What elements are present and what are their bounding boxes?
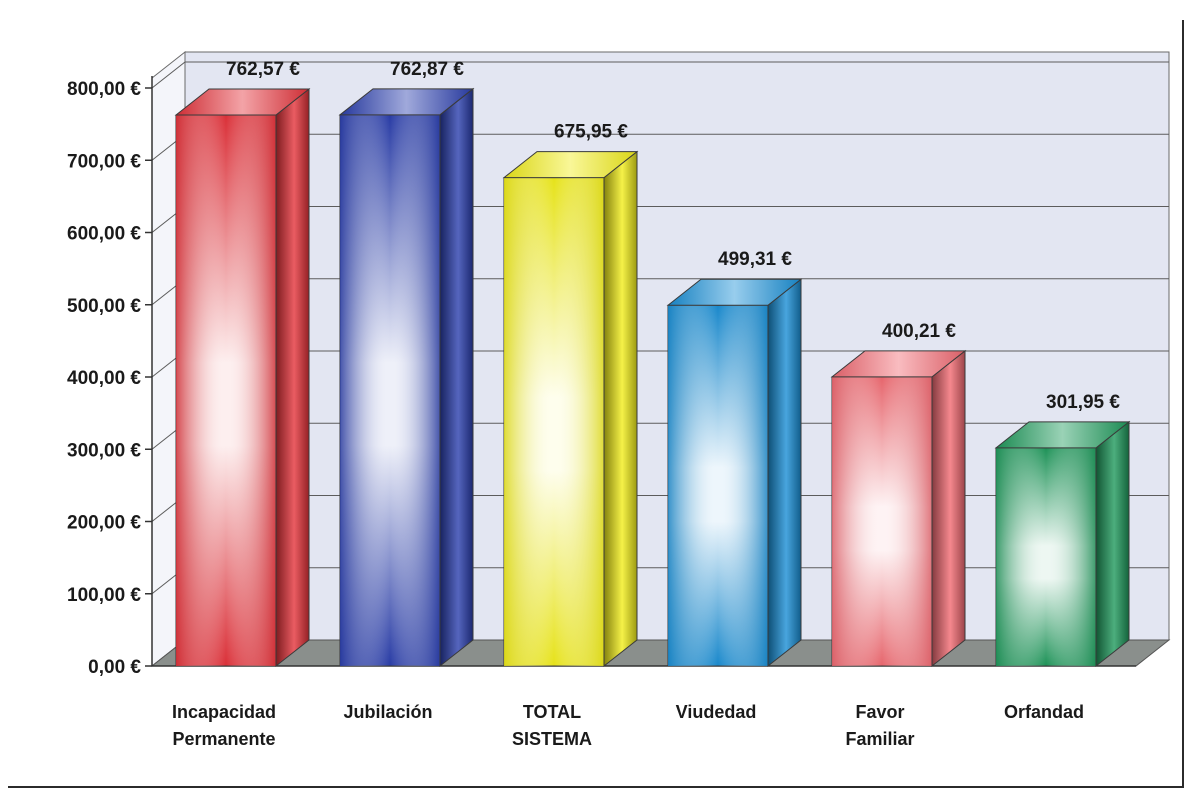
data-label: 499,31 € <box>718 249 792 270</box>
x-category-label: Jubilación <box>343 702 432 722</box>
bar-front-shade <box>832 376 932 666</box>
bar-top <box>994 421 1131 449</box>
bar-top <box>338 88 475 116</box>
bar-side <box>767 278 802 668</box>
y-tick-label: 200,00 € <box>67 513 141 534</box>
bar <box>338 87 475 668</box>
bar-side <box>931 349 966 668</box>
data-label: 400,21 € <box>882 321 956 342</box>
x-axis-labels: Incapacidad Permanente Jubilación TOTAL SIST… <box>172 702 1084 749</box>
bar <box>666 278 803 668</box>
bar <box>174 88 311 668</box>
bar-front-shade <box>668 305 768 666</box>
bar <box>830 349 967 668</box>
bar-front-shade <box>340 114 440 667</box>
bar-front-shade <box>504 177 604 666</box>
x-category-label: Viudedad <box>676 702 757 722</box>
data-labels: 762,57 € 762,87 € 675,95 € 499,31 € 400,21 €… <box>226 59 1120 413</box>
bar-side <box>603 150 638 668</box>
bar-front-shade <box>996 447 1096 666</box>
x-category-label: TOTAL SISTEMA <box>512 702 592 749</box>
y-tick-label: 0,00 € <box>88 657 141 678</box>
data-label: 675,95 € <box>554 122 628 143</box>
bar-top <box>666 278 803 306</box>
data-label: 301,95 € <box>1046 392 1120 413</box>
bar <box>502 150 639 668</box>
data-label: 762,87 € <box>390 59 464 80</box>
y-tick-label: 400,00 € <box>67 368 141 389</box>
bars <box>174 87 1131 668</box>
gridline <box>151 61 1169 89</box>
bar-top <box>174 88 311 116</box>
y-tick-label: 700,00 € <box>67 151 141 172</box>
bar <box>994 420 1131 668</box>
bar-chart: 0,00 € 100,00 € 200,00 € 300,00 € 400,00 € 50… <box>67 50 1171 749</box>
y-tick-label: 300,00 € <box>67 440 141 461</box>
bar-side <box>1095 420 1130 668</box>
data-label: 762,57 € <box>226 59 300 80</box>
bar-top <box>830 350 967 378</box>
y-tick-label: 800,00 € <box>67 79 141 100</box>
chart-frame: 0,00 € 100,00 € 200,00 € 300,00 € 400,00 € 50… <box>8 20 1184 788</box>
bar-side <box>439 87 474 668</box>
y-tick-label: 600,00 € <box>67 224 141 245</box>
bar-front-shade <box>176 115 276 667</box>
y-tick-label: 500,00 € <box>67 296 141 317</box>
bar-side <box>275 88 310 668</box>
x-category-label: Orfandad <box>1004 702 1084 722</box>
y-axis: 0,00 € 100,00 € 200,00 € 300,00 € 400,00 € 50… <box>67 76 1136 678</box>
x-category-label: Incapacidad Permanente <box>172 702 276 749</box>
bar-top <box>502 151 639 179</box>
x-category-label: Favor Familiar <box>845 702 914 749</box>
y-tick-label: 100,00 € <box>67 585 141 606</box>
